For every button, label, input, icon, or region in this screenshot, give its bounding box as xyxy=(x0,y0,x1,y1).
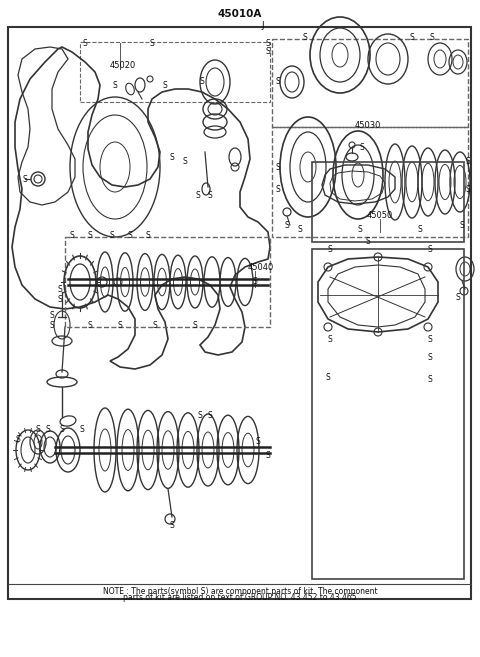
Text: S: S xyxy=(302,32,307,41)
Text: S: S xyxy=(428,374,432,384)
Text: S: S xyxy=(49,321,54,330)
Text: S: S xyxy=(276,162,280,171)
Text: S: S xyxy=(265,451,270,459)
Text: S: S xyxy=(58,284,62,294)
Text: S: S xyxy=(88,321,92,330)
Text: S: S xyxy=(325,373,330,382)
Text: S: S xyxy=(430,32,434,41)
Text: S: S xyxy=(298,225,302,233)
Text: S: S xyxy=(265,39,270,47)
Text: S: S xyxy=(60,424,64,434)
Text: S: S xyxy=(366,237,371,246)
Text: S: S xyxy=(70,231,74,240)
Text: S: S xyxy=(252,277,257,286)
Text: S: S xyxy=(409,32,414,41)
Text: S: S xyxy=(276,78,280,87)
Text: S: S xyxy=(58,294,62,304)
Text: S: S xyxy=(169,152,174,162)
Text: S: S xyxy=(88,231,92,240)
Text: S: S xyxy=(182,158,187,166)
Text: S: S xyxy=(358,225,362,233)
Text: S: S xyxy=(256,438,260,447)
Bar xyxy=(8,27,471,599)
Text: S: S xyxy=(360,143,364,152)
Text: S: S xyxy=(163,81,168,91)
Text: S: S xyxy=(23,175,27,183)
Bar xyxy=(312,249,464,579)
Text: S: S xyxy=(428,353,432,361)
Text: S: S xyxy=(456,292,460,302)
Text: S: S xyxy=(83,39,87,47)
Text: S: S xyxy=(460,221,464,229)
Text: S: S xyxy=(16,434,20,443)
Text: S: S xyxy=(200,78,204,87)
Text: S: S xyxy=(328,334,332,344)
Text: S: S xyxy=(208,191,212,200)
Text: S: S xyxy=(145,231,150,240)
Text: S: S xyxy=(113,81,118,91)
Text: S: S xyxy=(150,39,155,47)
Text: S: S xyxy=(46,424,50,434)
Bar xyxy=(80,42,270,102)
Text: S: S xyxy=(428,334,432,344)
Text: S: S xyxy=(49,311,54,319)
Text: J: J xyxy=(262,20,264,30)
Text: NOTE : The parts(symbol S) are component parts of kit. The component: NOTE : The parts(symbol S) are component… xyxy=(103,587,377,595)
Text: S: S xyxy=(265,47,270,57)
Text: parts of kit are listed on text of GROUP NO. 43 452 to 43 465: parts of kit are listed on text of GROUP… xyxy=(123,593,357,602)
Text: 45010A: 45010A xyxy=(218,9,262,19)
Bar xyxy=(312,162,464,242)
Text: S: S xyxy=(198,411,203,420)
Text: 45040: 45040 xyxy=(248,263,274,271)
Text: S: S xyxy=(276,185,280,194)
Text: S: S xyxy=(109,231,114,240)
Text: S: S xyxy=(80,424,84,434)
Text: S: S xyxy=(418,225,422,233)
Text: 45020: 45020 xyxy=(110,60,136,70)
Text: S: S xyxy=(128,231,132,240)
Text: S: S xyxy=(169,520,174,530)
Text: S: S xyxy=(36,424,40,434)
Text: S: S xyxy=(192,321,197,330)
Text: S: S xyxy=(328,244,332,254)
Text: S: S xyxy=(153,321,157,330)
Text: S: S xyxy=(466,185,470,194)
Text: 45050: 45050 xyxy=(367,210,393,219)
Text: S: S xyxy=(196,191,200,200)
Text: S: S xyxy=(466,158,470,166)
Text: S: S xyxy=(428,244,432,254)
Text: S: S xyxy=(208,411,212,420)
Text: 45030: 45030 xyxy=(355,120,382,129)
Text: S: S xyxy=(118,321,122,330)
Text: S: S xyxy=(285,221,289,229)
